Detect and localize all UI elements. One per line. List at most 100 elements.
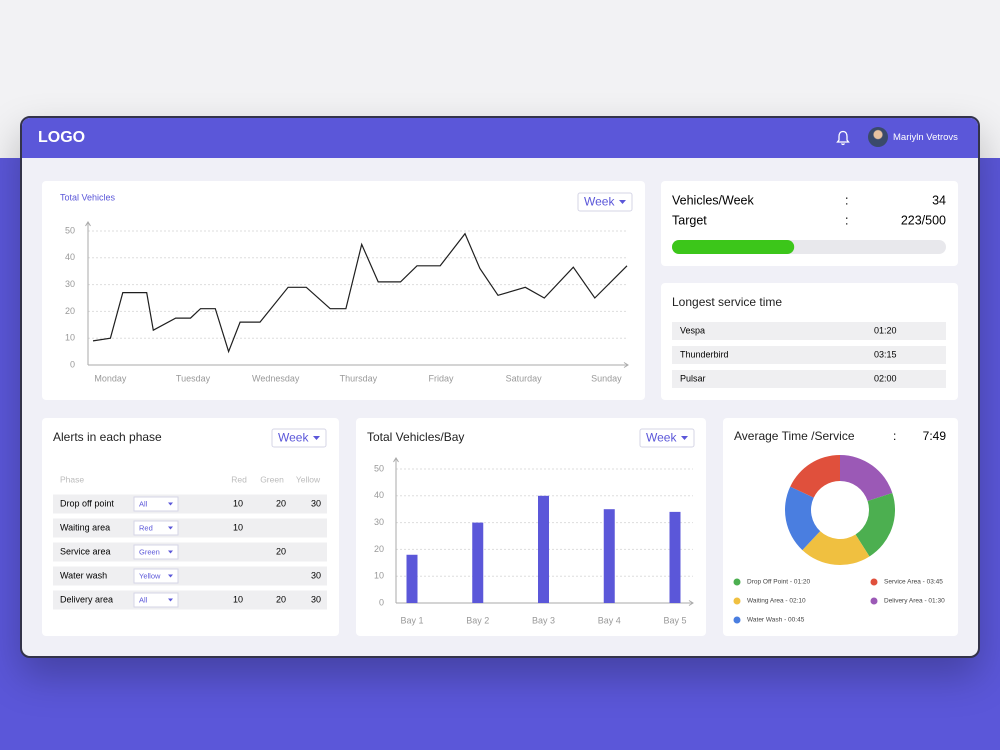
filter-label[interactable]: Yellow [139, 571, 161, 580]
service-time-card: Longest service time Vespa 01:20 Thunderbir… [661, 283, 958, 400]
filter-label[interactable]: Red [139, 523, 153, 532]
legend-label: Delivery Area - 01:30 [884, 598, 945, 605]
average-time-card: Average Time /Service: 7:49 Delivery Area … [723, 418, 958, 636]
x-axis [88, 362, 629, 368]
legend-label: Waiting Area - 02:10 [747, 598, 806, 605]
row-background [53, 494, 327, 514]
bar [406, 554, 418, 603]
dropdown-box[interactable] [577, 192, 633, 212]
vehicle-name: Thunderbird [680, 349, 729, 359]
y-tick-label: 40 [65, 252, 75, 262]
phase-name: Water wash [60, 570, 107, 580]
x-tick-label: Thursday [340, 373, 378, 383]
pie-segment [784, 486, 821, 551]
card-title: Total Vehicles/Bay [367, 430, 464, 444]
phase-filter[interactable]: Yellow [133, 568, 179, 584]
legend-swatch [733, 616, 741, 624]
filter-box[interactable] [133, 544, 179, 560]
pie-segment [790, 455, 840, 498]
alert-count: 30 [311, 594, 321, 604]
dropdown-arrow[interactable] [313, 436, 320, 440]
x-tick-label: Bay 1 [400, 615, 423, 625]
x-tick-label: Bay 2 [466, 615, 489, 625]
phase-name: Waiting area [60, 522, 110, 532]
filter-box[interactable] [133, 568, 179, 584]
legend-swatch [733, 578, 741, 586]
y-axis [85, 221, 91, 365]
y-tick-label: 20 [374, 544, 384, 554]
row-background [672, 322, 946, 340]
dropdown-box[interactable] [271, 428, 327, 448]
phase-filter[interactable]: Green [133, 544, 179, 560]
alert-count: 10 [233, 522, 243, 532]
card-canvas: Alerts in each phase Week Phase Red Green Yel… [53, 428, 327, 610]
filter-label[interactable]: All [139, 499, 148, 508]
dropdown-box[interactable] [639, 428, 695, 448]
pie-segment [855, 493, 896, 557]
filter-box[interactable] [133, 496, 179, 512]
phase-name: Drop off point [60, 498, 114, 508]
stat-separator: : [845, 193, 848, 207]
legend-label: Drop Off Point - 01:20 [747, 579, 810, 586]
week-dropdown[interactable]: Week [639, 428, 695, 448]
vehicle-name: Pulsar [680, 373, 706, 383]
x-tick-label: Friday [429, 373, 455, 383]
y-tick-label: 0 [379, 597, 384, 607]
phase-filter[interactable]: All [133, 496, 179, 512]
filter-arrow[interactable] [168, 502, 173, 506]
y-tick-label: 30 [65, 279, 75, 289]
service-time: 01:20 [874, 325, 897, 335]
dropdown-label[interactable]: Week [278, 431, 309, 445]
user-name[interactable]: Mariyln Vetrovs [893, 132, 958, 143]
stats-card: Vehicles/Week: Target: 34 223/500 [661, 181, 958, 266]
column-header: Green [260, 474, 284, 484]
dropdown-label[interactable]: Week [646, 431, 677, 445]
y-tick-label: 50 [65, 225, 75, 235]
bar [603, 509, 615, 603]
y-tick-label: 50 [374, 463, 384, 473]
legend-swatch [733, 597, 741, 605]
user-avatar[interactable] [868, 127, 888, 147]
filter-arrow[interactable] [168, 574, 173, 578]
phase-name: Service area [60, 546, 111, 556]
week-dropdown[interactable]: Week [577, 192, 633, 212]
row-background [53, 542, 327, 562]
phase-filter[interactable]: Red [133, 520, 179, 536]
alert-count: 20 [276, 546, 286, 556]
y-tick-label: 40 [374, 490, 384, 500]
bar [538, 495, 549, 603]
filter-box[interactable] [133, 592, 179, 608]
card-title: Average Time /Service [734, 429, 855, 443]
legend-label: Service Area - 03:45 [884, 579, 943, 586]
stat-label: Target [672, 213, 707, 227]
filter-label[interactable]: All [139, 595, 148, 604]
phase-name: Delivery area [60, 594, 113, 604]
phase-filter[interactable]: All [133, 592, 179, 608]
dropdown-arrow[interactable] [681, 436, 688, 440]
dropdown-label[interactable]: Week [584, 195, 615, 209]
y-tick-label: 30 [374, 517, 384, 527]
service-time: 03:15 [874, 349, 897, 359]
legend-swatch [870, 597, 878, 605]
x-tick-label: Sunday [591, 373, 622, 383]
alert-count: 10 [233, 594, 243, 604]
x-tick-label: Wednesday [252, 373, 300, 383]
alert-count: 20 [276, 498, 286, 508]
column-header: Phase [60, 474, 84, 484]
x-tick-label: Monday [94, 373, 127, 383]
x-tick-label: Bay 5 [663, 615, 686, 625]
week-dropdown[interactable]: Week [271, 428, 327, 448]
total-vehicles-card: Total Vehicles Week 0 10 20 30 40 50 Monday Tuesd… [42, 181, 645, 400]
filter-box[interactable] [133, 520, 179, 536]
filter-arrow[interactable] [168, 550, 173, 554]
filter-arrow[interactable] [168, 526, 173, 530]
alert-count: 10 [233, 498, 243, 508]
legend-label: Water Wash - 00:45 [747, 617, 805, 624]
notification-bell[interactable] [836, 130, 850, 146]
dropdown-arrow[interactable] [619, 200, 626, 204]
filter-arrow[interactable] [168, 598, 173, 602]
service-time: 02:00 [874, 373, 897, 383]
filter-label[interactable]: Green [139, 547, 160, 556]
logo: LOGO [38, 129, 86, 146]
row-background [672, 370, 946, 388]
